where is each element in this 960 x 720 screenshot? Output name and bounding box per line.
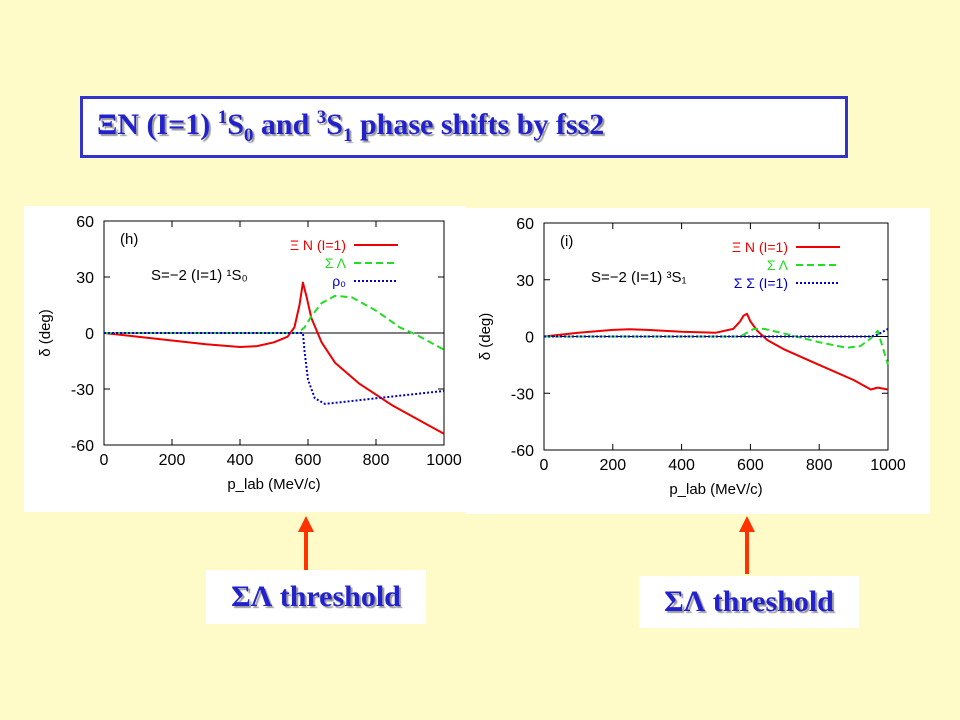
series-line <box>104 294 445 351</box>
x-tick-label: 200 <box>159 452 186 469</box>
threshold-label-left: ΣΛ threshold <box>206 570 426 624</box>
y-tick-label: 30 <box>516 273 534 290</box>
y-axis-label: δ (deg) <box>477 313 494 361</box>
page-title: ΞN (I=1) 1S0 and 3S1 phase shifts by fss… <box>97 107 604 147</box>
title-mid: and <box>253 108 317 141</box>
x-tick-label: 0 <box>540 457 549 474</box>
chart-panel-1s0: 0 200 400 600 800 1000 60 30 0 -30 -60 p_lab (MeV/c… <box>24 206 466 512</box>
arrow-up-icon-right <box>739 516 755 574</box>
y-tick-label: -30 <box>511 386 534 403</box>
y-tick-label: 60 <box>516 216 534 233</box>
x-tick-label: 1000 <box>426 452 462 469</box>
legend-label: Σ Σ (I=1) <box>734 275 788 291</box>
y-tick-label: 0 <box>85 326 94 343</box>
panel-label: (i) <box>560 233 573 250</box>
y-tick-label: -60 <box>511 443 534 460</box>
x-tick-label: 600 <box>737 457 764 474</box>
title-s1-superscript: 3 <box>316 107 327 128</box>
threshold-label-right: ΣΛ threshold <box>639 576 859 628</box>
legend-label: Ξ N (I=1) <box>732 239 788 255</box>
title-tail: phase shifts by fss2 <box>352 108 605 141</box>
y-axis-label: δ (deg) <box>37 309 54 357</box>
y-tick-label: 30 <box>76 270 94 287</box>
y-tick-label: -30 <box>71 382 94 399</box>
x-tick-label: 800 <box>363 452 390 469</box>
x-tick-label: 200 <box>599 457 626 474</box>
title-part1: ΞN (I=1) <box>97 108 218 141</box>
legend-label: Σ Λ <box>325 255 347 271</box>
phase-shift-chart-3s1: 0 200 400 600 800 1000 60 30 0 -30 -60 p_lab (MeV/c… <box>477 216 906 498</box>
system-label: S=−2 (I=1) ¹S₀ <box>151 267 248 284</box>
x-tick-label: 1000 <box>870 457 906 474</box>
legend-label: ρ₀ <box>332 273 346 289</box>
x-tick-label: 400 <box>227 452 254 469</box>
title-box: ΞN (I=1) 1S0 and 3S1 phase shifts by fss… <box>80 96 848 158</box>
series-line <box>544 327 889 366</box>
title-s1-base: S <box>326 108 343 141</box>
title-s0-base: S <box>227 108 244 141</box>
legend-label: Σ Λ <box>767 257 789 273</box>
title-s0-superscript: 1 <box>217 107 228 128</box>
x-tick-label: 800 <box>806 457 833 474</box>
x-tick-label: 600 <box>295 452 322 469</box>
x-axis-label: p_lab (MeV/c) <box>227 476 320 493</box>
y-tick-label: 0 <box>525 330 534 347</box>
x-tick-label: 400 <box>668 457 695 474</box>
title-s0-subscript: 0 <box>243 125 254 146</box>
title-s1-subscript: 1 <box>342 125 353 146</box>
legend-label: Ξ N (I=1) <box>290 237 346 253</box>
panel-label: (h) <box>120 231 138 248</box>
x-tick-label: 0 <box>100 452 109 469</box>
y-tick-label: -60 <box>71 438 94 455</box>
y-tick-label: 60 <box>76 214 94 231</box>
phase-shift-chart-1s0: 0 200 400 600 800 1000 60 30 0 -30 -60 p_lab (MeV/c… <box>37 214 462 493</box>
series-line <box>103 281 445 435</box>
series-line <box>104 332 445 405</box>
arrow-up-icon-left <box>298 516 314 572</box>
system-label: S=−2 (I=1) ³S₁ <box>591 269 687 286</box>
chart-panel-3s1: 0 200 400 600 800 1000 60 30 0 -30 -60 p_lab (MeV/c… <box>466 208 930 514</box>
x-axis-label: p_lab (MeV/c) <box>669 481 762 498</box>
series-line <box>543 312 889 391</box>
